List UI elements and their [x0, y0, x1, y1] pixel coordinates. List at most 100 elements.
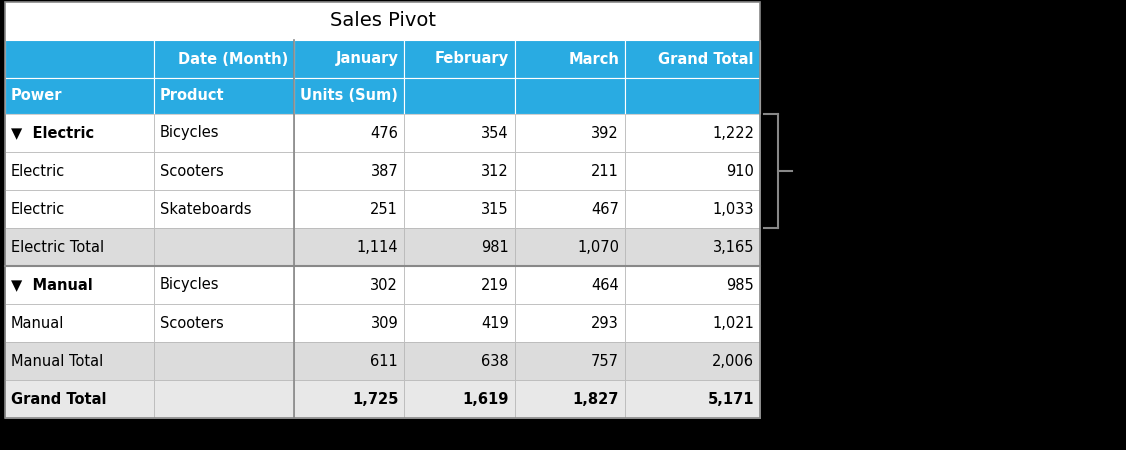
- Bar: [404, 228, 515, 266]
- Text: 757: 757: [591, 354, 619, 369]
- Bar: [5, 228, 154, 266]
- Bar: [515, 342, 625, 380]
- Text: 981: 981: [481, 239, 509, 255]
- Text: 476: 476: [370, 126, 399, 140]
- Bar: [625, 342, 760, 380]
- Bar: [625, 190, 760, 228]
- Bar: [515, 152, 625, 190]
- Text: 910: 910: [726, 163, 754, 179]
- Text: Date (Month): Date (Month): [178, 51, 288, 67]
- Bar: [625, 380, 760, 418]
- Text: 611: 611: [370, 354, 399, 369]
- Bar: [625, 228, 760, 266]
- Text: 1,070: 1,070: [577, 239, 619, 255]
- Text: 354: 354: [481, 126, 509, 140]
- Bar: [5, 266, 154, 304]
- Text: 211: 211: [591, 163, 619, 179]
- Bar: [294, 304, 404, 342]
- Text: 5,171: 5,171: [707, 392, 754, 406]
- Bar: [294, 78, 404, 114]
- Bar: [5, 2, 760, 40]
- Bar: [154, 78, 294, 114]
- Bar: [404, 78, 515, 114]
- Bar: [625, 114, 760, 152]
- Text: 302: 302: [370, 278, 399, 292]
- Text: 309: 309: [370, 315, 399, 330]
- Text: Skateboards: Skateboards: [160, 202, 251, 216]
- Text: Bicycles: Bicycles: [160, 126, 220, 140]
- Text: 3,165: 3,165: [713, 239, 754, 255]
- Text: ▼  Manual: ▼ Manual: [11, 278, 92, 292]
- Text: Power: Power: [11, 89, 63, 104]
- Bar: [5, 114, 154, 152]
- Bar: [294, 342, 404, 380]
- Bar: [404, 266, 515, 304]
- Text: Manual Total: Manual Total: [11, 354, 104, 369]
- Bar: [625, 152, 760, 190]
- Bar: [404, 342, 515, 380]
- Text: 387: 387: [370, 163, 399, 179]
- Text: 985: 985: [726, 278, 754, 292]
- Bar: [515, 228, 625, 266]
- Bar: [515, 40, 625, 78]
- Text: 464: 464: [591, 278, 619, 292]
- Bar: [5, 78, 154, 114]
- Bar: [154, 114, 294, 152]
- Bar: [625, 78, 760, 114]
- Bar: [404, 380, 515, 418]
- Text: 1,114: 1,114: [357, 239, 399, 255]
- Text: 1,725: 1,725: [351, 392, 399, 406]
- Text: Sales Pivot: Sales Pivot: [330, 12, 436, 31]
- Text: Bicycles: Bicycles: [160, 278, 220, 292]
- Text: 312: 312: [481, 163, 509, 179]
- Bar: [515, 380, 625, 418]
- Text: Grand Total: Grand Total: [659, 51, 754, 67]
- Text: 251: 251: [370, 202, 399, 216]
- Bar: [294, 380, 404, 418]
- Text: 419: 419: [481, 315, 509, 330]
- Bar: [154, 342, 294, 380]
- Bar: [515, 114, 625, 152]
- Bar: [5, 380, 154, 418]
- Text: Grand Total: Grand Total: [11, 392, 107, 406]
- Text: 1,021: 1,021: [712, 315, 754, 330]
- Text: Product: Product: [160, 89, 225, 104]
- Text: 219: 219: [481, 278, 509, 292]
- Bar: [154, 152, 294, 190]
- Bar: [294, 266, 404, 304]
- Text: February: February: [435, 51, 509, 67]
- Bar: [404, 152, 515, 190]
- Bar: [154, 40, 294, 78]
- Text: 293: 293: [591, 315, 619, 330]
- Bar: [625, 304, 760, 342]
- Bar: [5, 40, 154, 78]
- Text: Manual: Manual: [11, 315, 64, 330]
- Bar: [5, 304, 154, 342]
- Bar: [404, 304, 515, 342]
- Text: Electric: Electric: [11, 163, 65, 179]
- Text: Electric Total: Electric Total: [11, 239, 104, 255]
- Text: Scooters: Scooters: [160, 315, 224, 330]
- Bar: [154, 228, 294, 266]
- Text: January: January: [336, 51, 399, 67]
- Text: 638: 638: [481, 354, 509, 369]
- Bar: [515, 304, 625, 342]
- Text: Electric: Electric: [11, 202, 65, 216]
- Text: ▼  Electric: ▼ Electric: [11, 126, 95, 140]
- Text: 315: 315: [481, 202, 509, 216]
- Bar: [515, 266, 625, 304]
- Bar: [154, 304, 294, 342]
- Text: 467: 467: [591, 202, 619, 216]
- Text: Scooters: Scooters: [160, 163, 224, 179]
- Bar: [294, 152, 404, 190]
- Text: 392: 392: [591, 126, 619, 140]
- Bar: [154, 266, 294, 304]
- Bar: [154, 380, 294, 418]
- Text: 1,827: 1,827: [573, 392, 619, 406]
- Bar: [5, 190, 154, 228]
- Bar: [294, 228, 404, 266]
- Bar: [404, 190, 515, 228]
- Bar: [515, 78, 625, 114]
- Text: 1,619: 1,619: [463, 392, 509, 406]
- Bar: [625, 266, 760, 304]
